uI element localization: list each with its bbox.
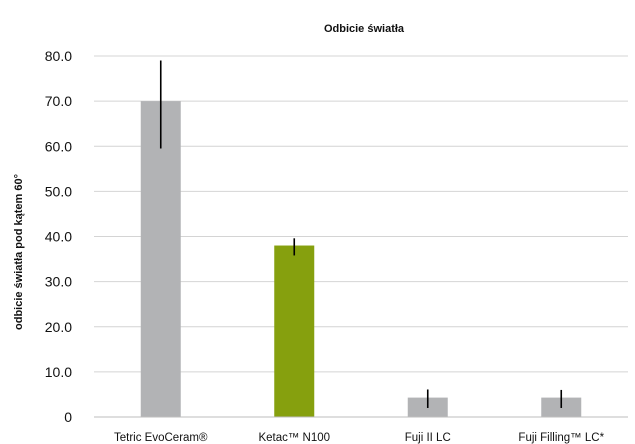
y-tick-label: 0 <box>64 409 72 425</box>
y-tick-label: 70.0 <box>45 93 72 109</box>
error-bars <box>159 60 563 408</box>
y-tick-label: 30.0 <box>45 274 72 290</box>
y-tick-labels: 0 10.0 20.0 30.0 40.0 50.0 60.0 70.0 80.0 <box>45 48 72 425</box>
x-category-label: Ketac™ N100 <box>258 432 330 444</box>
y-tick-label: 40.0 <box>45 229 72 245</box>
chart-title: Odbicie światła <box>324 23 405 35</box>
x-category-label: Tetric EvoCeram® <box>114 432 208 444</box>
bars <box>140 101 582 417</box>
y-tick-label: 20.0 <box>45 319 72 335</box>
y-axis-label: odbicie światła pod kątem 60° <box>13 174 25 330</box>
bar <box>140 101 181 417</box>
gridlines <box>94 55 628 373</box>
x-category-labels: Tetric EvoCeram® Ketac™ N100 Fuji II LC Fuj… <box>114 432 605 444</box>
y-tick-label: 60.0 <box>45 138 72 154</box>
x-category-label: Fuji II LC <box>405 432 451 444</box>
y-tick-label: 10.0 <box>45 364 72 380</box>
x-category-label: Fuji Filling™ LC* <box>518 432 604 444</box>
y-tick-label: 50.0 <box>45 183 72 199</box>
bar <box>274 245 315 417</box>
y-tick-label: 80.0 <box>45 48 72 64</box>
